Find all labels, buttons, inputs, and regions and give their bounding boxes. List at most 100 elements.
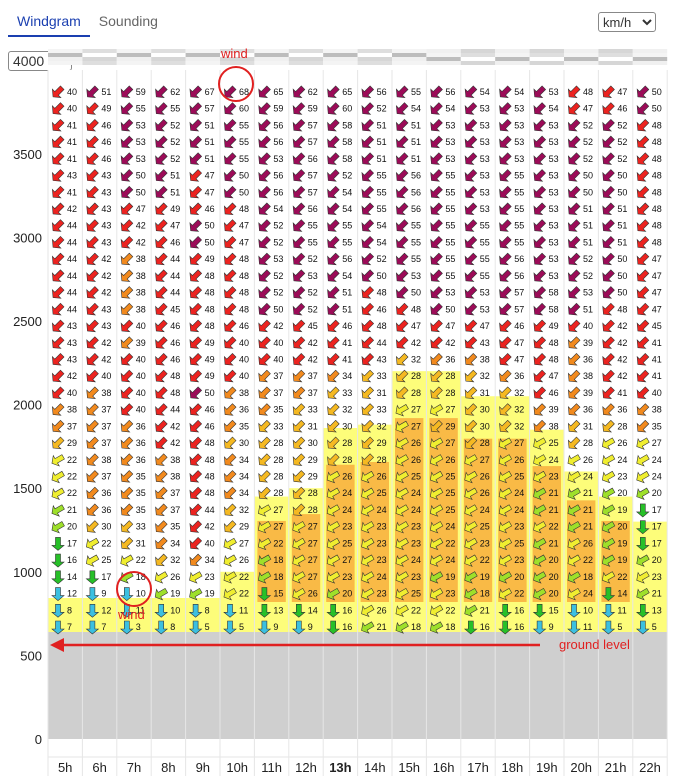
wind-arrow	[361, 219, 375, 232]
wind-speed-label: 22	[273, 538, 283, 548]
wind-arrow	[602, 302, 615, 316]
wind-speed-label: 56	[273, 171, 283, 181]
wind-arrow	[85, 587, 100, 601]
wind-speed-label: 53	[445, 120, 455, 130]
tab-windgram[interactable]: Windgram	[8, 6, 90, 37]
wind-speed-label: 38	[170, 472, 180, 482]
wind-speed-label: 48	[377, 321, 387, 331]
wind-speed-label: 53	[549, 154, 559, 164]
wind-arrow	[636, 118, 650, 132]
wind-arrow	[258, 453, 271, 466]
cloud-cell	[185, 57, 220, 61]
wind-arrow	[361, 403, 375, 416]
wind-speed-label: 47	[652, 271, 662, 281]
wind-speed-label: 40	[205, 538, 215, 548]
wind-speed-label: 42	[101, 288, 111, 298]
wind-arrow	[361, 436, 375, 450]
wind-arrow	[567, 571, 581, 584]
wind-speed-label: 35	[239, 421, 249, 431]
wind-arrow	[223, 169, 237, 182]
wind-speed-label: 40	[136, 388, 146, 398]
wind-speed-label: 25	[342, 538, 352, 548]
wind-arrow	[155, 169, 168, 182]
wind-speed-label: 51	[617, 204, 627, 214]
wind-arrow	[155, 302, 168, 316]
wind-speed-label: 51	[342, 304, 352, 314]
wind-arrow	[292, 554, 306, 567]
cloud-cell	[151, 53, 186, 57]
cloud-cell	[254, 57, 289, 61]
wind-arrow	[154, 620, 169, 635]
wind-speed-label: 11	[136, 605, 145, 615]
wind-speed-label: 36	[239, 405, 249, 415]
wind-arrow	[636, 219, 650, 232]
wind-speed-label: 33	[377, 371, 387, 381]
wind-speed-label: 48	[617, 304, 627, 314]
wind-arrow	[51, 553, 65, 568]
wind-arrow	[498, 504, 513, 517]
wind-speed-label: 23	[342, 522, 352, 532]
wind-speed-label: 44	[170, 288, 180, 298]
wind-speed-label: 50	[239, 171, 249, 181]
wind-arrow	[120, 185, 134, 199]
wind-arrow	[86, 369, 99, 383]
wind-speed-label: 24	[377, 505, 387, 515]
wind-speed-label: 47	[617, 87, 627, 97]
wind-arrow	[361, 369, 375, 383]
wind-speed-label: 32	[514, 421, 524, 431]
wind-arrow	[567, 219, 581, 232]
wind-arrow	[223, 403, 237, 416]
wind-speed-label: 28	[480, 438, 490, 448]
hour-label: 8h	[161, 760, 175, 775]
wind-speed-label: 29	[308, 472, 318, 482]
wind-arrow	[395, 420, 409, 434]
wind-arrow	[292, 521, 306, 534]
wind-arrow	[258, 202, 271, 216]
wind-arrow	[464, 454, 478, 467]
wind-speed-label: 11	[617, 605, 626, 615]
wind-speed-label: 47	[652, 254, 662, 264]
wind-speed-label: 40	[239, 354, 249, 364]
wind-arrow	[189, 520, 203, 533]
wind-arrow	[223, 419, 237, 433]
wind-arrow	[258, 102, 271, 115]
wind-arrow	[51, 504, 65, 517]
wind-arrow	[120, 252, 134, 266]
wind-speed-label: 55	[377, 171, 387, 181]
wind-arrow	[189, 85, 203, 98]
wind-speed-label: 16	[342, 605, 352, 615]
wind-speed-label: 26	[480, 472, 490, 482]
wind-speed-label: 53	[411, 271, 421, 281]
wind-speed-label: 22	[67, 455, 77, 465]
wind-speed-label: 28	[342, 438, 352, 448]
wind-speed-label: 22	[617, 572, 627, 582]
wind-arrow	[258, 353, 271, 366]
wind-speed-label: 53	[480, 104, 490, 114]
wind-speed-label: 37	[170, 488, 180, 498]
wind-speed-label: 42	[308, 354, 318, 364]
wind-speed-label: 20	[549, 572, 559, 582]
wind-arrow	[601, 603, 616, 618]
wind-speed-label: 55	[445, 187, 455, 197]
wind-speed-label: 58	[549, 288, 559, 298]
wind-arrow	[188, 603, 203, 618]
cloud-cell	[254, 53, 289, 57]
wind-arrow	[258, 152, 271, 165]
wind-speed-label: 27	[514, 438, 524, 448]
cloud-cell	[426, 61, 461, 65]
unit-select[interactable]: km/h	[598, 12, 656, 32]
wind-arrow	[601, 504, 616, 517]
tab-sounding[interactable]: Sounding	[98, 13, 158, 29]
wind-arrow	[120, 118, 134, 132]
wind-speed-label: 48	[205, 271, 215, 281]
wind-arrow	[155, 470, 168, 483]
wind-arrow	[120, 286, 134, 299]
wind-speed-label: 37	[308, 388, 318, 398]
wind-arrow	[258, 135, 271, 149]
wind-speed-label: 54	[549, 104, 559, 114]
cloud-cell	[392, 53, 427, 57]
wind-speed-label: 17	[652, 538, 662, 548]
wind-speed-label: 56	[514, 254, 524, 264]
wind-speed-label: 19	[617, 505, 627, 515]
wind-arrow	[258, 235, 271, 249]
